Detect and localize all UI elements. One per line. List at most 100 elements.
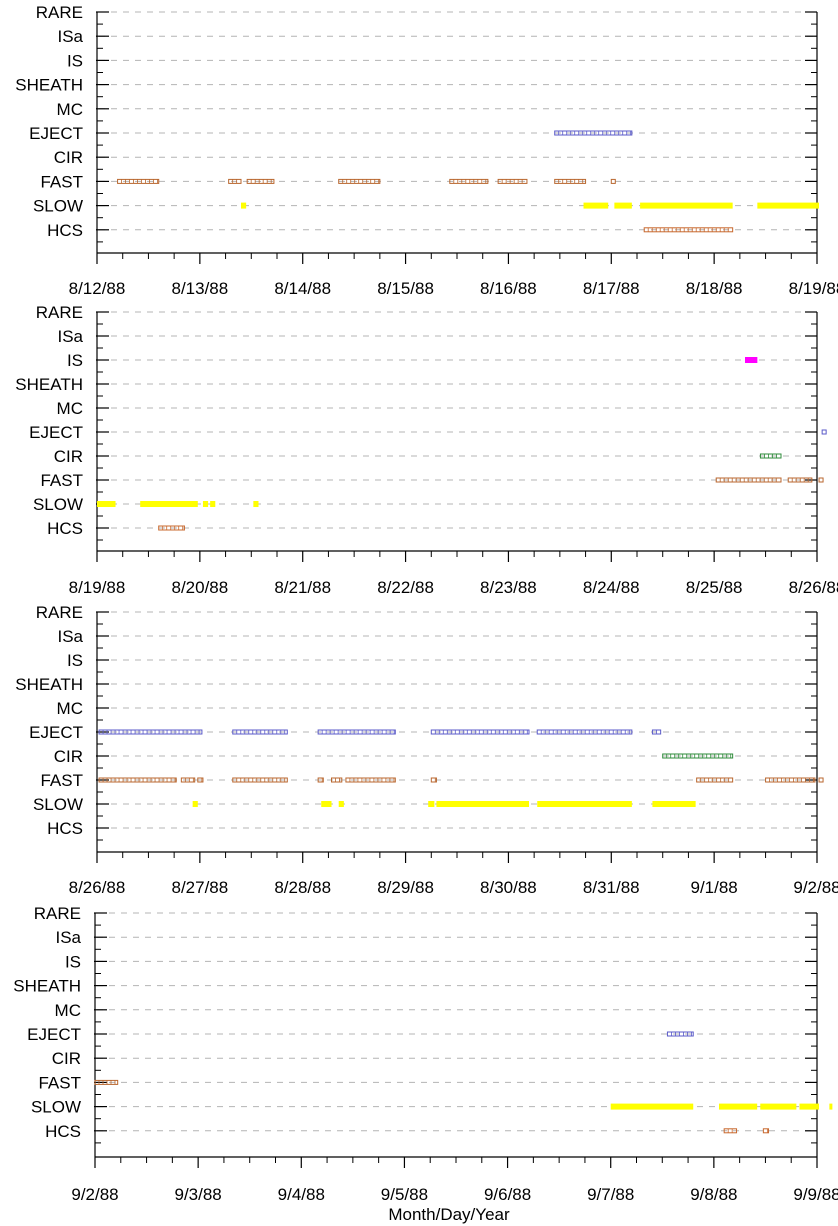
category-label-cir: CIR [54,747,83,766]
date-tick-label: 9/2/88 [71,1185,118,1204]
interval-slow [253,501,259,507]
interval-fast [765,777,816,783]
category-label-mc: MC [55,1001,81,1020]
interval-fast [715,477,782,483]
interval-slow [321,801,332,807]
interval-slow [614,202,632,209]
date-tick-label: 9/6/88 [484,1185,531,1204]
category-label-fast: FAST [40,471,83,490]
date-tick-label: 8/16/88 [480,279,537,298]
category-label-is: IS [65,952,81,971]
date-tick-label: 8/17/88 [583,279,640,298]
interval-eject [430,729,530,735]
panel-3: RARE ISa IS SHEATH MC EJECT CIR FAST SLOW HCS 8/26… [15,603,838,897]
date-tick-label: 8/22/88 [377,578,434,597]
interval-slow [338,801,344,807]
date-tick-label: 8/26/88 [69,878,126,897]
category-label-hcs: HCS [47,819,83,838]
category-label-isa: ISa [57,27,83,46]
interval-hcs [762,1128,770,1134]
interval-fast [317,777,324,783]
category-label-rare: RARE [34,904,81,923]
panel-2: RARE ISa IS SHEATH MC EJECT CIR FAST SLOW HCS 8/19… [15,303,838,597]
interval-slow [241,202,247,209]
date-tick-label: 8/20/88 [171,578,228,597]
category-label-sheath: SHEATH [15,375,83,394]
interval-slow [202,501,209,507]
interval-fast [232,777,288,783]
date-tick-label: 9/5/88 [381,1185,428,1204]
date-tick-label: 8/13/88 [171,279,228,298]
date-tick-label: 8/23/88 [480,578,537,597]
date-tick-label: 9/1/88 [691,878,738,897]
category-label-slow: SLOW [33,795,83,814]
interval-fast [696,777,734,783]
interval-slow [537,801,632,807]
category-label-cir: CIR [54,447,83,466]
date-tick-label: 9/2/88 [793,878,838,897]
interval-eject [536,729,633,735]
interval-fast [246,178,275,184]
interval-slow [97,501,116,507]
interval-slow [829,1103,833,1110]
category-label-isa: ISa [57,627,83,646]
interval-slow [192,801,198,807]
category-label-is: IS [67,351,83,370]
category-label-eject: EJECT [29,423,83,442]
category-label-fast: FAST [40,172,83,191]
interval-fast [331,777,343,783]
category-label-cir: CIR [52,1049,81,1068]
category-label-mc: MC [57,100,83,119]
date-tick-label: 8/14/88 [274,279,331,298]
date-tick-label: 8/29/88 [377,878,434,897]
interval-fast [94,1079,119,1085]
date-tick-label: 8/31/88 [583,878,640,897]
interval-eject [651,729,662,735]
interval-fast [787,477,813,483]
interval-slow [610,1103,694,1110]
interval-fast [345,777,396,783]
date-tick-label: 9/8/88 [690,1185,737,1204]
date-tick-label: 9/4/88 [278,1185,325,1204]
interval-eject [317,729,396,735]
interval-fast [497,178,528,184]
interval-is [745,357,758,363]
interval-eject [554,130,633,136]
date-tick-label: 8/12/88 [69,279,126,298]
interval-cir [759,453,782,459]
date-tick-label: 9/7/88 [587,1185,634,1204]
category-label-fast: FAST [38,1073,81,1092]
interval-fast [180,777,196,783]
category-label-sheath: SHEATH [15,76,83,95]
date-tick-label: 8/26/88 [789,578,838,597]
interval-slow [719,1103,758,1110]
interval-fast [117,178,160,184]
interval-hcs [158,525,185,531]
category-label-slow: SLOW [33,197,83,216]
category-label-is: IS [67,51,83,70]
date-tick-label: 9/3/88 [175,1185,222,1204]
interval-fast [197,777,204,783]
interval-fast [818,777,824,783]
interval-slow [757,202,819,209]
interval-eject [821,429,827,435]
panel-1: RARE ISa IS SHEATH MC EJECT CIR FAST SLOW HCS 8/12… [15,3,838,298]
category-label-hcs: HCS [45,1122,81,1141]
category-label-rare: RARE [36,303,83,322]
category-label-cir: CIR [54,148,83,167]
category-label-isa: ISa [57,327,83,346]
category-label-slow: SLOW [33,495,83,514]
interval-eject [232,729,288,735]
category-label-eject: EJECT [29,124,83,143]
category-label-eject: EJECT [27,1025,81,1044]
interval-slow [799,1103,819,1110]
date-tick-label: 8/28/88 [274,878,331,897]
category-label-mc: MC [57,699,83,718]
date-tick-label: 8/30/88 [480,878,537,897]
interval-slow [760,1103,797,1110]
date-tick-label: 8/25/88 [686,578,743,597]
interval-cir [662,753,734,759]
interval-hcs [643,227,734,233]
interval-slow [436,801,529,807]
